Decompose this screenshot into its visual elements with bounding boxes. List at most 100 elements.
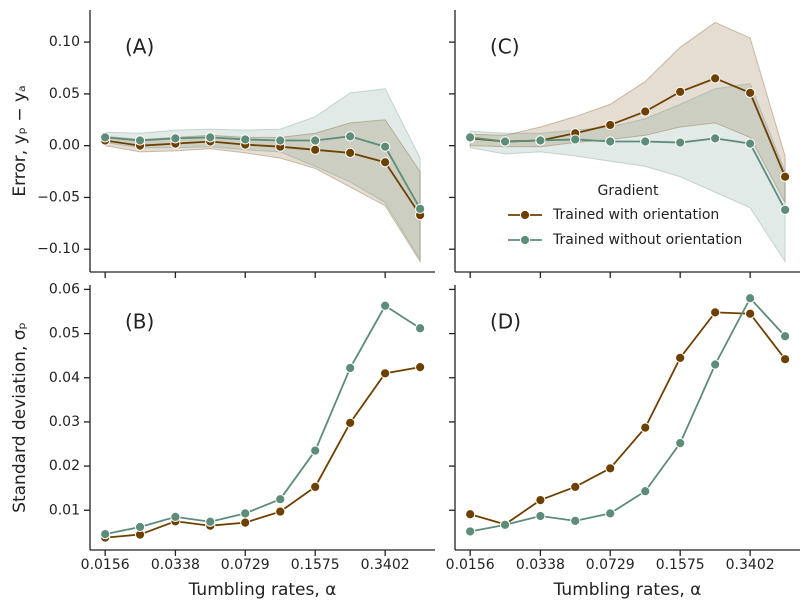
y-tick-label: 0.03 xyxy=(49,414,80,430)
data-point xyxy=(465,509,476,520)
panel-label: (D) xyxy=(490,310,521,334)
data-point xyxy=(710,133,721,144)
data-point xyxy=(100,132,111,143)
x-axis-label: Tumbling rates, α xyxy=(553,580,702,600)
data-point xyxy=(499,519,511,530)
data-point xyxy=(415,203,426,214)
data-point xyxy=(570,134,581,145)
series-line xyxy=(470,136,786,211)
data-point xyxy=(745,87,756,98)
error-band xyxy=(469,82,786,264)
data-point xyxy=(675,137,686,148)
legend-title: Gradient xyxy=(598,183,659,199)
data-point xyxy=(535,494,546,506)
data-point xyxy=(605,463,616,474)
data-point xyxy=(465,132,476,143)
y-tick-label: 0.06 xyxy=(49,281,80,297)
y-tick-label: 0.10 xyxy=(49,34,80,50)
data-point xyxy=(710,307,721,318)
data-point xyxy=(170,511,181,522)
y-axis-label: Error, yₚ − yₐ xyxy=(10,85,30,196)
y-axis-label: Standard deviation, σₚ xyxy=(10,322,30,513)
x-tick-label: 0.3402 xyxy=(726,557,775,573)
data-point xyxy=(570,481,581,492)
data-point xyxy=(345,362,356,374)
data-point xyxy=(570,515,581,526)
x-tick-label: 0.0338 xyxy=(151,557,200,573)
data-point xyxy=(640,106,651,117)
x-tick-label: 0.0729 xyxy=(586,557,635,573)
data-point xyxy=(535,135,546,146)
data-point xyxy=(465,526,476,537)
data-point xyxy=(205,516,216,527)
data-point xyxy=(380,300,391,311)
data-point xyxy=(605,508,616,519)
data-point xyxy=(100,529,111,540)
data-point xyxy=(310,135,321,146)
y-tick-label: −0.05 xyxy=(37,189,80,205)
y-tick-label: 0.05 xyxy=(49,86,80,102)
error-band xyxy=(104,88,421,262)
data-point xyxy=(240,517,251,528)
series-line xyxy=(105,366,421,539)
y-tick-label: 0.01 xyxy=(49,502,80,518)
data-point xyxy=(240,134,251,145)
data-point xyxy=(415,362,426,373)
panel-label: (C) xyxy=(490,35,520,59)
data-point xyxy=(380,141,391,152)
data-point xyxy=(675,86,686,97)
series-line xyxy=(470,296,786,533)
y-tick-label: −0.10 xyxy=(37,241,80,257)
y-tick-label: 0.02 xyxy=(49,458,80,474)
data-point xyxy=(745,293,756,304)
data-point xyxy=(640,136,651,147)
data-point xyxy=(605,136,616,147)
data-point xyxy=(780,204,791,215)
data-point xyxy=(710,359,721,370)
panel-label: (B) xyxy=(125,310,154,334)
legend-label: Trained with orientation xyxy=(552,207,719,223)
x-tick-label: 0.1575 xyxy=(291,557,340,573)
x-tick-label: 0.1575 xyxy=(656,557,705,573)
data-point xyxy=(640,486,651,497)
data-point xyxy=(134,521,146,533)
data-point xyxy=(780,331,791,342)
y-tick-label: 0.04 xyxy=(49,370,80,386)
panel-label: (A) xyxy=(125,35,154,59)
data-point xyxy=(710,73,721,84)
series-line xyxy=(105,139,421,216)
x-axis-label: Tumbling rates, α xyxy=(188,580,337,600)
x-tick-label: 0.0338 xyxy=(516,557,565,573)
error-band xyxy=(104,119,421,264)
x-tick-label: 0.0156 xyxy=(446,557,495,573)
data-point xyxy=(205,132,216,143)
y-tick-label: 0.00 xyxy=(49,138,80,154)
legend-marker xyxy=(519,234,531,246)
data-point xyxy=(499,136,511,147)
x-tick-label: 0.0156 xyxy=(81,557,130,573)
data-point xyxy=(310,144,321,155)
series-line xyxy=(469,311,786,526)
legend-label: Trained without orientation xyxy=(552,232,742,248)
data-point xyxy=(134,135,146,146)
data-point xyxy=(310,481,321,492)
data-point xyxy=(745,308,756,319)
data-point xyxy=(780,354,791,365)
data-point xyxy=(780,171,791,182)
data-point xyxy=(170,133,181,144)
data-point xyxy=(275,494,286,505)
data-point xyxy=(275,135,286,146)
data-point xyxy=(345,131,356,142)
x-tick-label: 0.0729 xyxy=(221,557,270,573)
data-point xyxy=(310,445,321,456)
series-line xyxy=(104,304,421,535)
series-line xyxy=(105,135,421,210)
data-point xyxy=(380,157,391,168)
data-point xyxy=(535,510,546,522)
error-band xyxy=(469,21,786,203)
data-point xyxy=(640,422,651,433)
data-point xyxy=(345,417,356,428)
data-point xyxy=(345,147,356,159)
data-point xyxy=(605,119,616,131)
data-point xyxy=(415,323,426,334)
